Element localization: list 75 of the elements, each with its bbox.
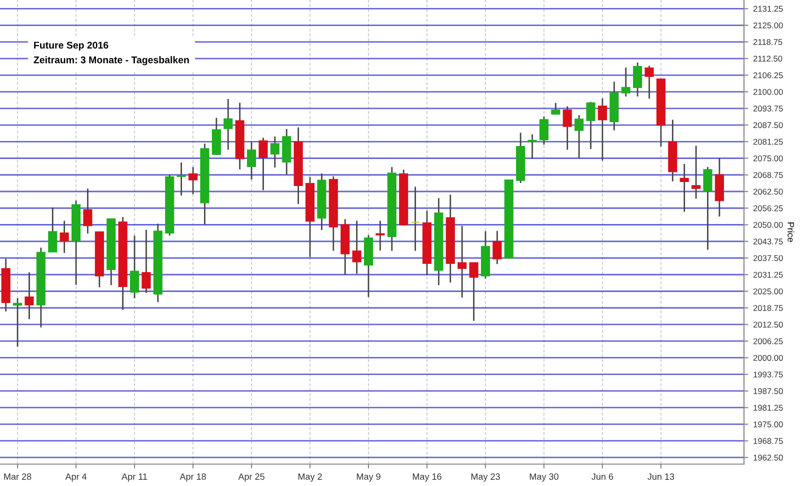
candlestick bbox=[13, 297, 22, 348]
candlestick bbox=[586, 101, 596, 150]
candlestick bbox=[246, 141, 256, 180]
y-tick-label: 2125.00 bbox=[753, 22, 783, 28]
candlestick bbox=[48, 206, 58, 253]
y-tick-label: 2043.75 bbox=[753, 238, 783, 244]
candlestick bbox=[176, 162, 186, 196]
candlestick bbox=[258, 137, 268, 191]
candlestick bbox=[60, 220, 69, 254]
y-tick-label: 2087.50 bbox=[753, 122, 783, 128]
candlestick bbox=[598, 98, 607, 162]
candlestick bbox=[410, 186, 420, 252]
x-tick-label: Apr 18 bbox=[180, 473, 206, 482]
y-tick-label: 2100.00 bbox=[753, 88, 783, 95]
x-tick-label: Jun 6 bbox=[592, 473, 614, 480]
candlestick bbox=[539, 116, 548, 146]
candlestick bbox=[633, 62, 642, 98]
candlestick bbox=[24, 272, 34, 320]
y-tick-label: 2006.25 bbox=[753, 338, 783, 344]
candlestick bbox=[644, 65, 654, 100]
candlestick bbox=[83, 188, 92, 234]
y-tick-label: 1987.50 bbox=[754, 388, 783, 394]
x-tick-label: Mar 28 bbox=[4, 473, 32, 480]
candlestick bbox=[142, 229, 151, 294]
candlestick bbox=[224, 98, 233, 150]
y-tick-label: 1962.50 bbox=[754, 454, 783, 461]
candlestick bbox=[458, 225, 467, 298]
y-tick-label: 1975.00 bbox=[754, 421, 783, 428]
candlestick bbox=[270, 136, 280, 168]
candlestick bbox=[352, 220, 362, 274]
x-tick-label: Jun 13 bbox=[648, 473, 674, 480]
x-tick-label: May 9 bbox=[356, 473, 380, 482]
y-tick-label: 1968.75 bbox=[754, 438, 783, 444]
y-tick-label: 2050.00 bbox=[753, 222, 783, 228]
y-tick-label: 2012.50 bbox=[753, 322, 783, 328]
y-tick-label: 2131.25 bbox=[753, 6, 783, 12]
y-tick-label: 2018.75 bbox=[753, 305, 783, 311]
candlestick bbox=[188, 166, 198, 195]
x-tick-label: May 30 bbox=[530, 473, 558, 482]
x-tick-label: Apr 25 bbox=[238, 473, 264, 482]
y-tick-label: 2031.25 bbox=[753, 272, 783, 278]
y-tick-label: 2106.25 bbox=[753, 72, 783, 78]
y-tick-label: 2081.25 bbox=[753, 138, 783, 145]
candlestick bbox=[703, 166, 712, 250]
y-tick-label: 1993.75 bbox=[754, 372, 783, 378]
candlestick bbox=[562, 106, 572, 150]
x-tick-label: May 16 bbox=[412, 473, 442, 482]
text: Future Sep 2016 bbox=[34, 42, 108, 51]
x-tick-label: May 23 bbox=[471, 473, 500, 482]
x-tick-label: May 2 bbox=[298, 473, 322, 482]
x-tick-label: Apr 4 bbox=[65, 473, 87, 482]
candlestick bbox=[528, 134, 537, 160]
text: Zeitraum: 3 Monate - Tagesbalken bbox=[34, 56, 189, 66]
y-tick-label: 2118.75 bbox=[753, 39, 782, 45]
candlestick bbox=[621, 66, 630, 98]
y-tick-label: 2093.75 bbox=[753, 106, 783, 112]
y-tick-label: 1981.25 bbox=[754, 404, 783, 411]
y-tick-label: 2075.00 bbox=[753, 155, 783, 162]
y-tick-label: 2037.50 bbox=[753, 255, 783, 262]
y-axis-title: Price bbox=[788, 222, 794, 242]
y-tick-label: 2056.25 bbox=[753, 205, 783, 212]
candlestick bbox=[130, 234, 140, 299]
y-tick-label: 2112.50 bbox=[753, 56, 782, 62]
x-tick-label: Apr 11 bbox=[122, 473, 148, 482]
candlestick bbox=[551, 102, 560, 115]
candlestick bbox=[680, 163, 689, 212]
candlestick bbox=[492, 230, 502, 265]
candlestick bbox=[574, 114, 584, 159]
y-tick-label: 2000.00 bbox=[753, 354, 783, 361]
candlestick bbox=[692, 145, 701, 200]
y-tick-label: 2025.00 bbox=[753, 288, 783, 294]
y-tick-label: 2068.75 bbox=[753, 172, 783, 178]
candlestick bbox=[376, 220, 385, 252]
candlestick bbox=[469, 262, 478, 322]
y-tick-label: 2062.50 bbox=[753, 188, 783, 195]
